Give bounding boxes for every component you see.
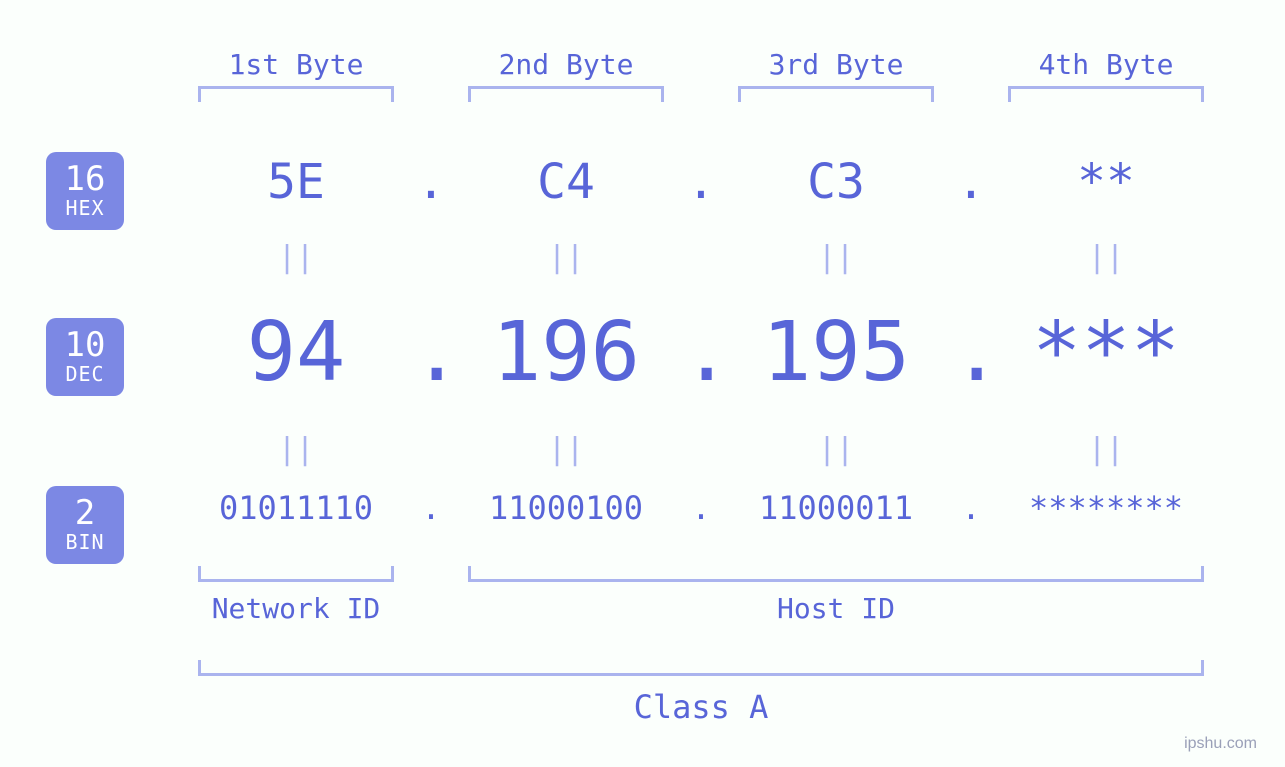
hex-dot-3: . — [952, 158, 990, 206]
hex-byte-4: ** — [990, 158, 1222, 206]
base-badge-hex: 16HEX — [46, 152, 124, 230]
byte-bracket-top-4 — [1008, 86, 1204, 102]
base-badge-number: 10 — [65, 328, 106, 362]
equals-icon: || — [180, 432, 412, 467]
byte-header-2: 2nd Byte — [450, 48, 682, 81]
host-bracket — [468, 566, 1204, 582]
base-badge-number: 16 — [65, 162, 106, 196]
class-label: Class A — [198, 688, 1204, 726]
bin-byte-4: ******** — [990, 492, 1222, 524]
base-badge-label: HEX — [65, 198, 104, 218]
dec-dot-2: . — [682, 312, 720, 394]
class-bracket — [198, 660, 1204, 676]
hex-byte-1: 5E — [180, 158, 412, 206]
bin-dot-2: . — [682, 492, 720, 524]
equals-icon: || — [180, 240, 412, 275]
hex-byte-3: C3 — [720, 158, 952, 206]
byte-bracket-top-3 — [738, 86, 934, 102]
hex-byte-2: C4 — [450, 158, 682, 206]
base-badge-label: DEC — [65, 364, 104, 384]
byte-header-3: 3rd Byte — [720, 48, 952, 81]
network-label: Network ID — [198, 592, 394, 625]
base-badge-number: 2 — [75, 496, 95, 530]
byte-bracket-top-1 — [198, 86, 394, 102]
network-bracket — [198, 566, 394, 582]
base-badge-label: BIN — [65, 532, 104, 552]
watermark: ipshu.com — [1184, 735, 1257, 753]
dec-byte-1: 94 — [180, 312, 412, 394]
equals-icon: || — [990, 432, 1222, 467]
bin-byte-1: 01011110 — [180, 492, 412, 524]
equals-icon: || — [450, 240, 682, 275]
bin-byte-2: 11000100 — [450, 492, 682, 524]
dec-byte-2: 196 — [450, 312, 682, 394]
byte-header-4: 4th Byte — [990, 48, 1222, 81]
equals-icon: || — [720, 240, 952, 275]
bin-byte-3: 11000011 — [720, 492, 952, 524]
equals-icon: || — [720, 432, 952, 467]
equals-icon: || — [450, 432, 682, 467]
hex-dot-1: . — [412, 158, 450, 206]
dec-dot-3: . — [952, 312, 990, 394]
bin-dot-1: . — [412, 492, 450, 524]
hex-dot-2: . — [682, 158, 720, 206]
byte-bracket-top-2 — [468, 86, 664, 102]
base-badge-dec: 10DEC — [46, 318, 124, 396]
dec-byte-3: 195 — [720, 312, 952, 394]
bin-dot-3: . — [952, 492, 990, 524]
base-badge-bin: 2BIN — [46, 486, 124, 564]
dec-dot-1: . — [412, 312, 450, 394]
dec-byte-4: *** — [990, 312, 1222, 394]
host-label: Host ID — [468, 592, 1204, 625]
byte-header-1: 1st Byte — [180, 48, 412, 81]
equals-icon: || — [990, 240, 1222, 275]
